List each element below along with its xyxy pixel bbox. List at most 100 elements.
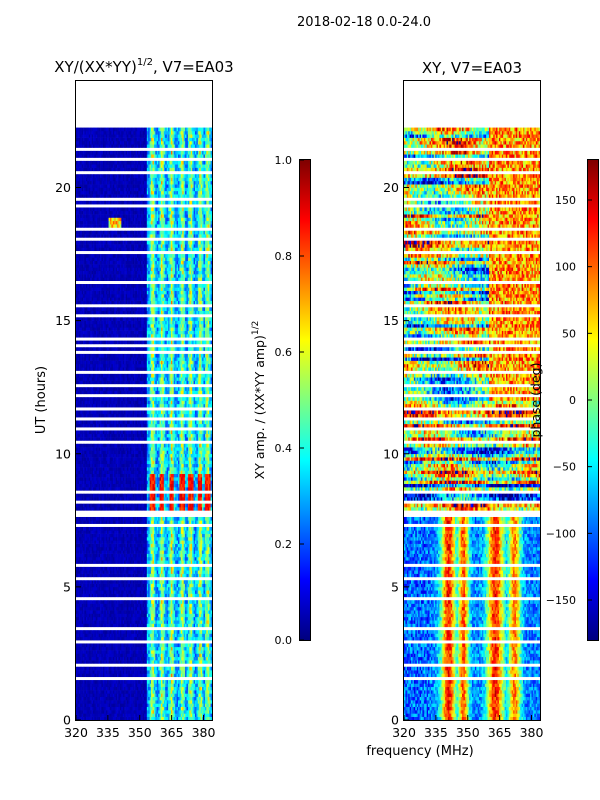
heatmap-cell — [139, 583, 142, 588]
heatmap-cell — [139, 603, 142, 608]
heatmap-cell — [183, 556, 186, 561]
heatmap-cell — [162, 620, 165, 624]
heatmap-cell — [185, 713, 187, 717]
heatmap-cell — [144, 696, 146, 701]
heatmap-cell — [94, 686, 97, 691]
heatmap-cell — [193, 710, 196, 714]
heatmap-cell — [108, 553, 111, 558]
heatmap-cell — [83, 650, 85, 654]
heatmap-cell — [168, 616, 170, 621]
heatmap-cell — [165, 550, 167, 554]
heatmap-cell — [91, 580, 94, 584]
heatmap-cell — [142, 686, 145, 691]
heatmap-cell — [158, 673, 160, 678]
heatmap-cell — [146, 573, 149, 578]
heatmap-cell — [178, 670, 180, 674]
heatmap-cell — [76, 583, 78, 588]
heatmap-cell — [161, 653, 163, 658]
heatmap-cell — [168, 543, 170, 548]
heatmap-cell — [155, 686, 158, 691]
heatmap-cell — [187, 526, 190, 531]
heatmap-cell — [175, 653, 177, 658]
heatmap-cell — [76, 573, 78, 578]
heatmap-cell — [84, 660, 87, 664]
heatmap-cell — [112, 546, 115, 551]
heatmap-cell — [101, 623, 104, 628]
heatmap-cell — [93, 590, 95, 594]
heatmap-cell — [78, 690, 81, 694]
heatmap-cell — [93, 560, 95, 564]
heatmap-cell — [180, 660, 183, 664]
heatmap-cell — [110, 653, 112, 658]
heatmap-cell — [115, 550, 118, 554]
heatmap-cell — [175, 660, 177, 664]
heatmap-cell — [127, 580, 129, 584]
heatmap-cell — [149, 683, 152, 688]
heatmap-cell — [112, 666, 115, 671]
heatmap-cell — [95, 600, 98, 604]
heatmap-cell — [78, 706, 81, 711]
heatmap-cell — [146, 580, 149, 584]
heatmap-cell — [195, 623, 197, 628]
heatmap-cell — [152, 650, 155, 654]
heatmap-cell — [87, 583, 90, 588]
heatmap-cell — [148, 636, 150, 641]
heatmap-cell — [85, 600, 88, 604]
heatmap-cell — [100, 696, 102, 701]
heatmap-cell — [141, 660, 143, 664]
heatmap-cell — [98, 573, 101, 578]
heatmap-cell — [100, 600, 102, 604]
heatmap-cell — [187, 553, 190, 558]
heatmap-cell — [124, 570, 126, 574]
heatmap-cell — [169, 520, 172, 524]
heatmap-cell — [118, 696, 121, 701]
heatmap-cell — [207, 630, 210, 634]
heatmap-cell — [148, 613, 150, 618]
heatmap-cell — [159, 573, 162, 578]
heatmap-cell — [204, 693, 207, 698]
heatmap-cell — [90, 600, 92, 604]
heatmap-cell — [206, 586, 209, 591]
heatmap-cell — [172, 633, 175, 638]
heatmap-cell — [203, 616, 206, 621]
heatmap-cell — [87, 540, 90, 544]
heatmap-cell — [138, 710, 141, 714]
heatmap-cell — [146, 706, 149, 711]
heatmap-cell — [151, 610, 153, 614]
heatmap-cell — [178, 566, 180, 571]
heatmap-cell — [144, 583, 146, 588]
heatmap-cell — [173, 533, 176, 538]
heatmap-cell — [77, 660, 80, 664]
heatmap-cell — [91, 686, 94, 691]
heatmap-cell — [100, 716, 102, 720]
heatmap-cell — [90, 540, 92, 544]
heatmap-cell — [94, 613, 97, 618]
heatmap-cell — [124, 606, 126, 611]
heatmap-cell — [204, 536, 207, 541]
heatmap-cell — [186, 553, 189, 558]
heatmap-cell — [125, 560, 128, 564]
heatmap-cell — [169, 706, 172, 711]
heatmap-cell — [80, 606, 82, 611]
heatmap-cell — [156, 696, 159, 701]
heatmap-cell — [84, 620, 87, 624]
heatmap-cell — [97, 623, 99, 628]
heatmap-cell — [156, 546, 159, 551]
heatmap-cell — [122, 700, 125, 704]
heatmap-cell — [158, 716, 160, 720]
heatmap-cell — [185, 706, 187, 711]
heatmap-cell — [172, 536, 175, 541]
heatmap-cell — [127, 666, 129, 671]
heatmap-cell — [161, 616, 163, 621]
heatmap-cell — [88, 653, 91, 658]
heatmap-cell — [158, 703, 160, 707]
heatmap-cell — [128, 590, 131, 594]
heatmap-cell — [155, 690, 158, 694]
heatmap-cell — [91, 526, 94, 531]
heatmap-cell — [199, 526, 201, 531]
heatmap-cell — [115, 646, 118, 651]
heatmap-cell — [165, 570, 167, 574]
heatmap-cell — [152, 706, 155, 711]
heatmap-cell — [105, 580, 108, 584]
heatmap-cell — [124, 623, 126, 628]
